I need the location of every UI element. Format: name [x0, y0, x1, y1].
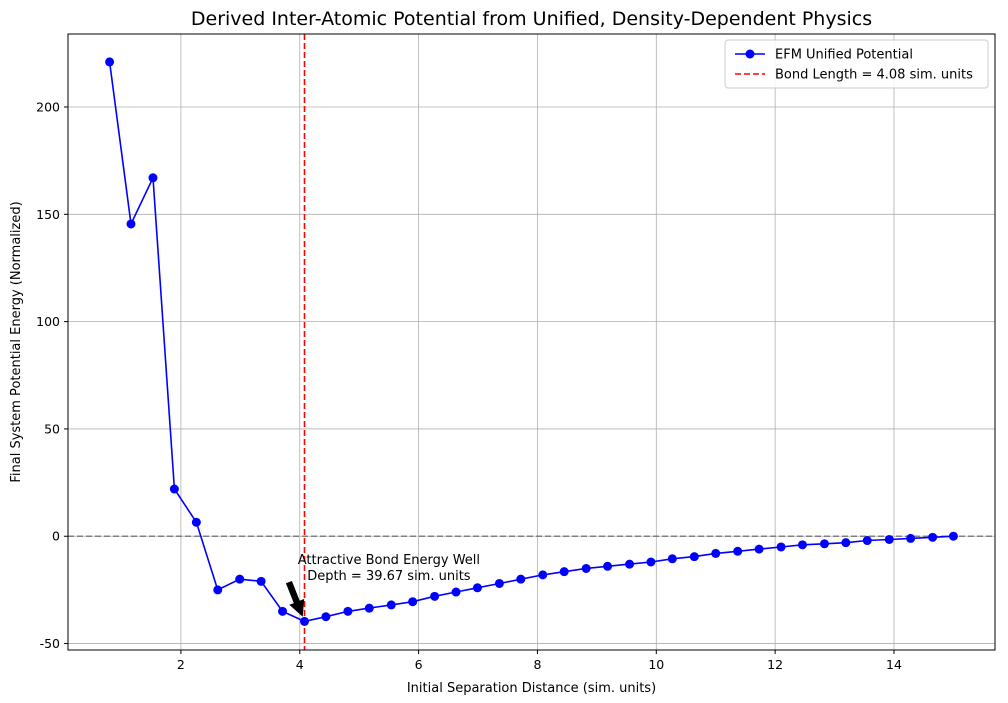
data-point — [862, 536, 872, 546]
chart-title: Derived Inter-Atomic Potential from Unif… — [191, 8, 872, 30]
data-point — [646, 557, 656, 567]
data-point — [625, 559, 635, 569]
data-point — [494, 578, 504, 588]
data-point — [906, 533, 916, 543]
legend-entry-series: EFM Unified Potential — [775, 48, 913, 63]
reference-lines — [68, 34, 995, 650]
legend: EFM Unified Potential Bond Length = 4.08… — [724, 39, 989, 89]
data-point — [300, 616, 310, 626]
y-tick-label: -50 — [40, 636, 60, 651]
data-point — [408, 597, 418, 607]
data-point — [213, 585, 223, 595]
data-point — [884, 534, 894, 544]
data-point — [733, 546, 743, 556]
data-point — [451, 587, 461, 597]
legend-box — [724, 39, 989, 89]
data-point — [472, 583, 482, 593]
y-tick-label: 50 — [44, 421, 60, 436]
x-tick-label: 4 — [296, 657, 304, 672]
data-point — [948, 531, 958, 541]
legend-swatch-marker — [745, 49, 755, 59]
data-point — [667, 554, 677, 564]
x-axis-label: Initial Separation Distance (sim. units) — [407, 681, 656, 696]
y-axis-label: Final System Potential Energy (Normalize… — [9, 201, 24, 482]
data-point — [819, 539, 829, 549]
data-point — [603, 561, 613, 571]
data-point — [754, 544, 764, 554]
x-tick-label: 2 — [177, 657, 185, 672]
data-point — [776, 542, 786, 552]
data-point — [559, 567, 569, 577]
data-point — [797, 540, 807, 550]
y-tick-label: 100 — [36, 314, 60, 329]
data-point — [711, 548, 721, 558]
x-tick-label: 6 — [415, 657, 423, 672]
data-point — [126, 219, 136, 229]
x-tick-label: 12 — [767, 657, 783, 672]
data-point — [321, 612, 331, 622]
data-point — [256, 576, 266, 586]
series-line — [108, 61, 954, 623]
y-tick-label: 200 — [36, 99, 60, 114]
data-point — [191, 517, 201, 527]
annotation-text-line: Depth = 39.67 sim. units — [307, 569, 471, 584]
data-point — [928, 532, 938, 542]
series — [105, 57, 958, 626]
data-point — [278, 606, 288, 616]
x-tick-label: 14 — [886, 657, 902, 672]
plot-frame — [67, 33, 996, 651]
x-tick-label: 10 — [648, 657, 664, 672]
y-tick-label: 150 — [36, 207, 60, 222]
data-point — [516, 574, 526, 584]
data-point — [169, 484, 179, 494]
data-point — [689, 552, 699, 562]
legend-entry-bond-length: Bond Length = 4.08 sim. units — [775, 68, 973, 83]
ticks: 2 4 6 8 10 12 14 -50 0 50 100 150 200 — [36, 99, 902, 672]
x-tick-label: 8 — [533, 657, 541, 672]
annotation-text-line: Attractive Bond Energy Well — [298, 553, 480, 568]
data-point — [581, 563, 591, 573]
data-point — [386, 600, 396, 610]
data-point — [235, 574, 245, 584]
annotation-arrow — [285, 581, 305, 617]
data-point — [105, 57, 115, 67]
data-point — [841, 538, 851, 548]
data-point — [148, 173, 158, 183]
data-point — [364, 603, 374, 613]
data-point — [538, 570, 548, 580]
data-point — [430, 591, 440, 601]
y-tick-label: 0 — [52, 529, 60, 544]
data-point — [343, 606, 353, 616]
